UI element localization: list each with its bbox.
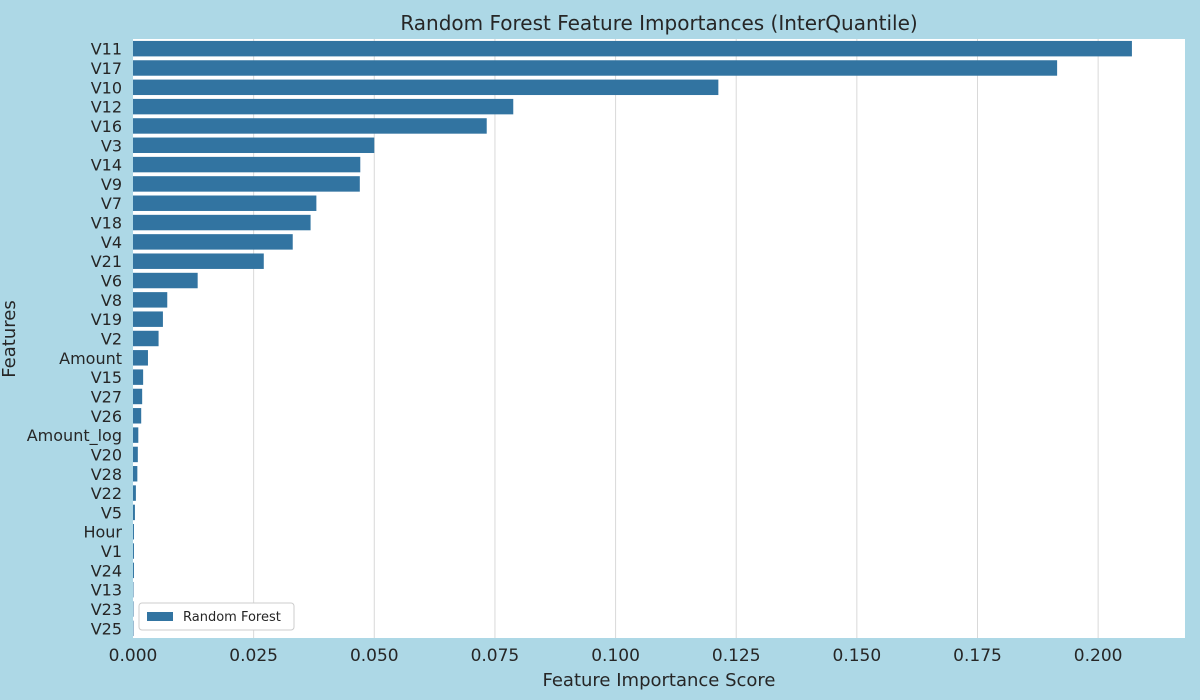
y-tick-label: V19	[91, 310, 122, 329]
bar-v1	[133, 543, 134, 559]
y-tick-label: V16	[91, 117, 122, 136]
x-tick-label: 0.200	[1074, 646, 1123, 666]
bar-amount-log	[133, 427, 139, 443]
y-tick-label: V9	[101, 175, 122, 194]
bar-v18	[133, 214, 311, 231]
bar-v20	[133, 446, 138, 463]
y-tick-label: V10	[91, 78, 122, 97]
x-axis-label: Feature Importance Score	[542, 670, 775, 691]
bar-v15	[133, 369, 144, 385]
y-tick-label: V18	[91, 214, 122, 233]
y-tick-label: V1	[101, 542, 122, 561]
y-tick-label: V12	[91, 98, 122, 117]
legend-label: Random Forest	[183, 610, 281, 625]
y-tick-label: V11	[91, 40, 122, 59]
y-tick-label: V22	[91, 484, 122, 503]
bar-v17	[133, 60, 1058, 76]
bar-v12	[133, 98, 514, 115]
y-tick-label: Amount_log	[27, 426, 122, 446]
legend-box	[138, 602, 295, 631]
y-tick-label: V17	[91, 59, 122, 78]
y-tick-label: V8	[101, 291, 122, 310]
bar-v11	[133, 40, 1132, 57]
bar-v27	[133, 388, 143, 405]
y-tick-label: V21	[91, 252, 122, 271]
x-tick-label: 0.175	[953, 646, 1002, 666]
y-tick-label: Amount	[59, 349, 122, 368]
y-tick-label: V6	[101, 272, 122, 291]
bar-v22	[133, 485, 136, 501]
y-tick-label: V26	[91, 407, 122, 426]
bar-v2	[133, 330, 159, 347]
y-tick-label: V27	[91, 387, 122, 406]
bar-v6	[133, 272, 198, 289]
bar-v28	[133, 466, 138, 482]
y-tick-label: V24	[91, 561, 122, 580]
y-tick-label: V13	[91, 581, 122, 600]
legend: Random Forest	[138, 602, 295, 631]
y-tick-label: V28	[91, 465, 122, 484]
x-tick-label: 0.100	[591, 646, 640, 666]
y-tick-label: V2	[101, 330, 122, 349]
bar-hour	[133, 523, 134, 540]
y-tick-label: V5	[101, 503, 122, 522]
y-tick-label: V15	[91, 368, 122, 387]
bar-v14	[133, 156, 361, 173]
y-tick-label: V20	[91, 445, 122, 464]
bar-v4	[133, 234, 293, 250]
bar-v9	[133, 176, 360, 192]
bar-v24	[133, 562, 134, 579]
y-tick-label: V23	[91, 600, 122, 619]
y-tick-label: V14	[91, 156, 122, 175]
y-axis-label: Features	[0, 300, 20, 377]
y-tick-label: Hour	[83, 523, 122, 542]
legend-swatch	[147, 612, 173, 621]
chart-title: Random Forest Feature Importances (Inter…	[400, 11, 917, 35]
y-tick-label: V3	[101, 136, 122, 155]
bar-amount	[133, 350, 148, 366]
y-tick-label: V4	[101, 233, 122, 252]
x-tick-label: 0.050	[350, 646, 399, 666]
y-tick-labels: V11V17V10V12V16V3V14V9V7V18V4V21V6V8V19V…	[27, 40, 123, 639]
x-tick-label: 0.075	[471, 646, 520, 666]
x-tick-label: 0.000	[109, 646, 158, 666]
x-tick-label: 0.150	[833, 646, 882, 666]
x-tick-label: 0.125	[712, 646, 761, 666]
bar-v10	[133, 79, 719, 96]
bar-v19	[133, 311, 163, 327]
bars	[133, 40, 1132, 637]
bar-v7	[133, 195, 317, 211]
bar-v5	[133, 504, 135, 521]
bar-v8	[133, 292, 168, 308]
bar-v26	[133, 408, 142, 424]
y-tick-label: V7	[101, 194, 122, 213]
bar-v16	[133, 118, 487, 134]
bar-v21	[133, 253, 264, 269]
bar-v3	[133, 137, 375, 154]
x-tick-label: 0.025	[229, 646, 278, 666]
y-tick-label: V25	[91, 619, 122, 638]
x-tick-labels: 0.000 0.025 0.050 0.075 0.100 0.125 0.150 0.175…	[109, 646, 1123, 666]
